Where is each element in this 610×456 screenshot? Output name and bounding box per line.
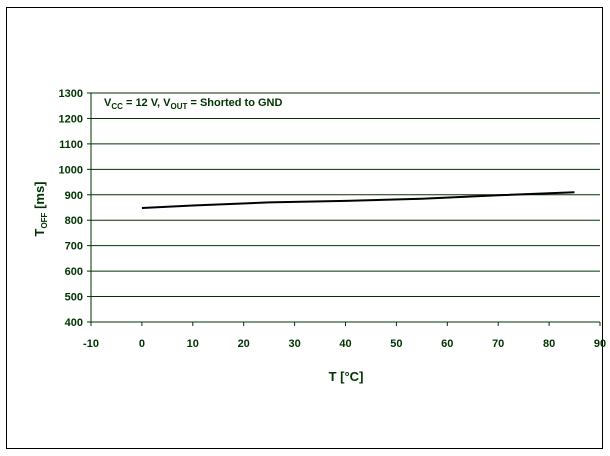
x-tick-label: -10 bbox=[83, 338, 99, 350]
y-tick-label: 600 bbox=[65, 266, 83, 278]
x-tick-label: 10 bbox=[187, 338, 199, 350]
x-axis-label: T [°C] bbox=[329, 369, 364, 384]
y-tick-label: 1100 bbox=[59, 139, 83, 151]
x-tick-label: 70 bbox=[492, 338, 504, 350]
x-tick-label: 0 bbox=[139, 338, 145, 350]
gridlines bbox=[91, 92, 600, 298]
x-tick-label: 30 bbox=[288, 338, 300, 350]
y-tick-label: 1200 bbox=[59, 113, 83, 125]
y-tick-labels: 400 500 600 700 800 900 1000 1100 1200 1300 bbox=[59, 88, 83, 329]
x-tick-label: 50 bbox=[390, 338, 402, 350]
x-tick-label: 60 bbox=[441, 338, 453, 350]
y-tick-label: 500 bbox=[65, 292, 83, 304]
y-tick-label: 1000 bbox=[59, 164, 83, 176]
series bbox=[141, 191, 575, 209]
y-tick-label: 800 bbox=[65, 215, 83, 227]
series-line bbox=[141, 191, 575, 209]
y-tick-label: 700 bbox=[65, 241, 83, 253]
y-tick-label: 900 bbox=[65, 190, 83, 202]
y-tick-label: 400 bbox=[65, 317, 83, 329]
x-tick-label: 20 bbox=[238, 338, 250, 350]
y-axis-label: TOFF [ms] bbox=[32, 181, 49, 236]
chart-frame bbox=[6, 7, 603, 449]
x-tick-label: 40 bbox=[339, 338, 351, 350]
chart-annotation: VCC = 12 V, VOUT = Shorted to GND bbox=[104, 97, 282, 111]
axes bbox=[87, 92, 601, 326]
x-tick-label: 80 bbox=[543, 338, 555, 350]
x-tick-label: 90 bbox=[594, 338, 606, 350]
x-tick-labels: -10 0 10 20 30 40 50 60 70 80 90 bbox=[83, 338, 606, 350]
y-tick-label: 1300 bbox=[59, 88, 83, 100]
